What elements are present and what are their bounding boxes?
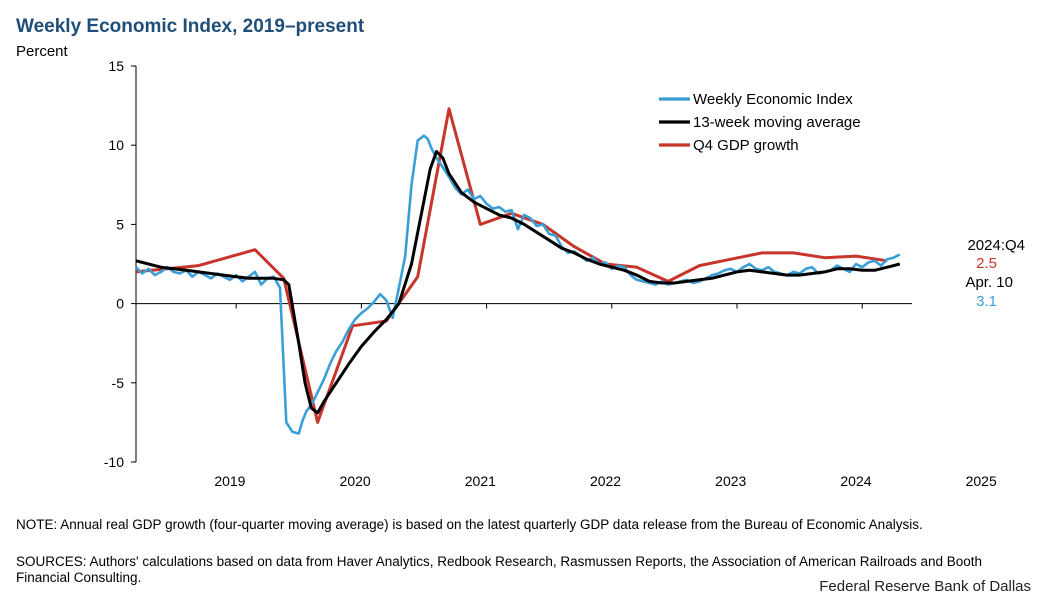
annotation-label: Apr. 10 <box>965 274 1013 291</box>
source-credit: Federal Reserve Bank of Dallas <box>819 578 1031 595</box>
x-tick-label: 2023 <box>715 473 746 489</box>
annotation-value: 2.5 <box>976 255 997 272</box>
end-annotations: 2024:Q42.5 Apr. 10 3.1 <box>965 237 1025 310</box>
x-tick-label: 2022 <box>590 473 621 489</box>
x-tick-label: 2021 <box>465 473 496 489</box>
x-tick-label: 2024 <box>840 473 871 489</box>
series-lines <box>135 107 901 435</box>
x-tick-label: 2025 <box>966 473 997 489</box>
series-line-weekly-economic-index <box>135 134 901 435</box>
chart-title: Weekly Economic Index, 2019–present <box>16 16 365 37</box>
axes: 15 10 5 0 -5 -10 2019 2020 2021 2022 2023 2024 2025 <box>104 58 997 489</box>
y-tick-label: -10 <box>104 454 124 470</box>
y-axis-unit-label: Percent <box>16 43 68 60</box>
legend-label: Weekly Economic Index <box>693 91 853 108</box>
y-tick-label: 10 <box>108 137 124 153</box>
series-line-q4-gdp-growth <box>135 107 888 424</box>
y-tick-label: -5 <box>112 375 125 391</box>
chart-sources: SOURCES: Authors' calculations based on … <box>16 554 983 585</box>
annotation-value: 3.1 <box>976 293 997 310</box>
series-line-13-week-moving-average <box>135 150 901 415</box>
legend: Weekly Economic Index 13-week moving aver… <box>659 91 861 154</box>
chart-note: NOTE: Annual real GDP growth (four-quart… <box>16 517 923 532</box>
y-tick-label: 5 <box>116 216 124 232</box>
annotation-label: 2024:Q4 <box>967 237 1025 254</box>
legend-label: Q4 GDP growth <box>693 137 799 154</box>
legend-label: 13-week moving average <box>693 114 861 131</box>
y-tick-label: 0 <box>116 296 124 312</box>
x-tick-label: 2020 <box>340 473 371 489</box>
y-tick-label: 15 <box>108 58 124 74</box>
x-tick-label: 2019 <box>214 473 245 489</box>
